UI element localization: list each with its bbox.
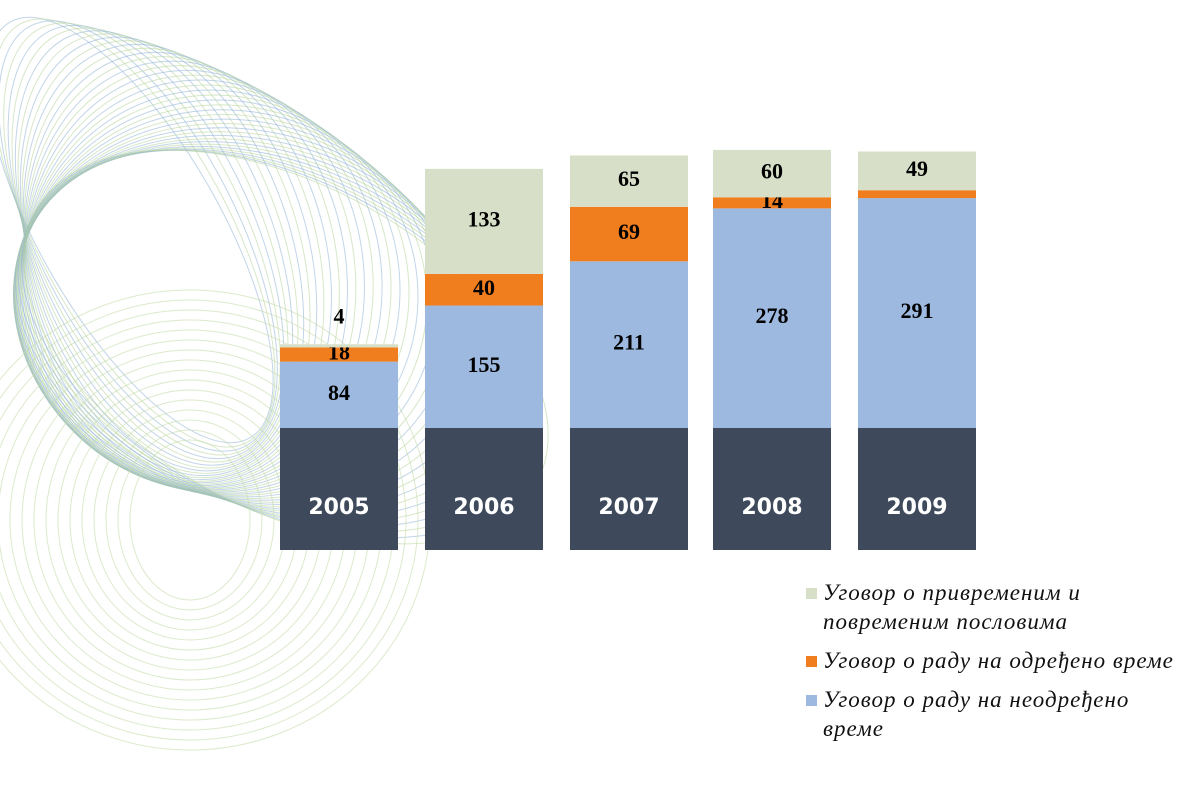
deco-curve [21,40,311,474]
data-label: 211 [613,330,645,355]
data-label: 65 [618,166,640,191]
data-label: 4 [334,303,345,328]
year-block [280,428,398,550]
deco-curve [0,18,276,448]
bar-segment [570,155,688,207]
data-label: 155 [468,352,501,377]
year-block [858,428,976,550]
x-tick-label: 2009 [886,495,947,520]
data-label: 18 [328,340,350,365]
bar-segment [570,206,688,262]
data-label: 278 [756,303,789,328]
deco-curve [7,24,285,460]
deco-curve [0,20,278,452]
deco-curve [11,27,289,463]
deco-curve [23,69,365,487]
deco-curve [0,16,274,444]
data-label: 84 [328,380,350,405]
bar-segment [713,149,831,198]
x-tick-label: 2005 [308,495,369,520]
bar-segment [858,151,976,191]
deco-curve [23,47,325,479]
data-label: 291 [901,298,934,323]
year-block [713,428,831,550]
legend: Уговор о привременим и повременим послов… [806,578,1191,753]
bar-segment [280,344,398,348]
bar-segment [713,197,831,209]
legend-swatch [806,588,817,599]
deco-curve [20,84,392,490]
year-block [570,428,688,550]
deco-curve [0,309,407,731]
legend-item: Уговор о раду на неодређено време [806,685,1191,743]
bar-segment [280,361,398,428]
legend-item: Уговор о привременим и повременим послов… [806,578,1191,636]
legend-swatch [806,695,817,706]
deco-curve [117,429,263,611]
bar-segment [425,168,543,274]
deco-curve [3,22,281,456]
bar-segment [858,190,976,199]
deco-curve [14,30,294,466]
deco-curve [105,419,275,621]
deco-curve [23,65,357,485]
legend-swatch [806,656,817,667]
legend-label: Уговор о раду на неодређено време [823,687,1130,741]
bar-segment [570,261,688,428]
data-label: 60 [761,159,783,184]
bar-segment [280,347,398,362]
legend-item: Уговор о раду на одређено време [806,646,1191,675]
data-label: 69 [618,219,640,244]
bar-segment [858,198,976,428]
bar-segment [425,305,543,428]
data-label: 49 [906,156,928,181]
data-label: 40 [473,275,495,300]
legend-label: Уговор о привременим и повременим послов… [823,580,1081,634]
x-tick-label: 2008 [741,495,802,520]
bar-segment [425,273,543,306]
deco-curve [129,439,251,601]
x-tick-label: 2006 [453,495,514,520]
deco-curve [24,51,332,481]
deco-curve [19,36,305,472]
year-block [425,428,543,550]
deco-curve [0,299,419,741]
legend-label: Уговор о раду на одређено време [823,648,1174,673]
data-label: 133 [468,206,501,231]
deco-curve [22,74,374,488]
deco-curve [24,60,348,484]
x-tick-label: 2007 [598,495,659,520]
bar-segment [713,208,831,428]
deco-curve [22,43,318,477]
